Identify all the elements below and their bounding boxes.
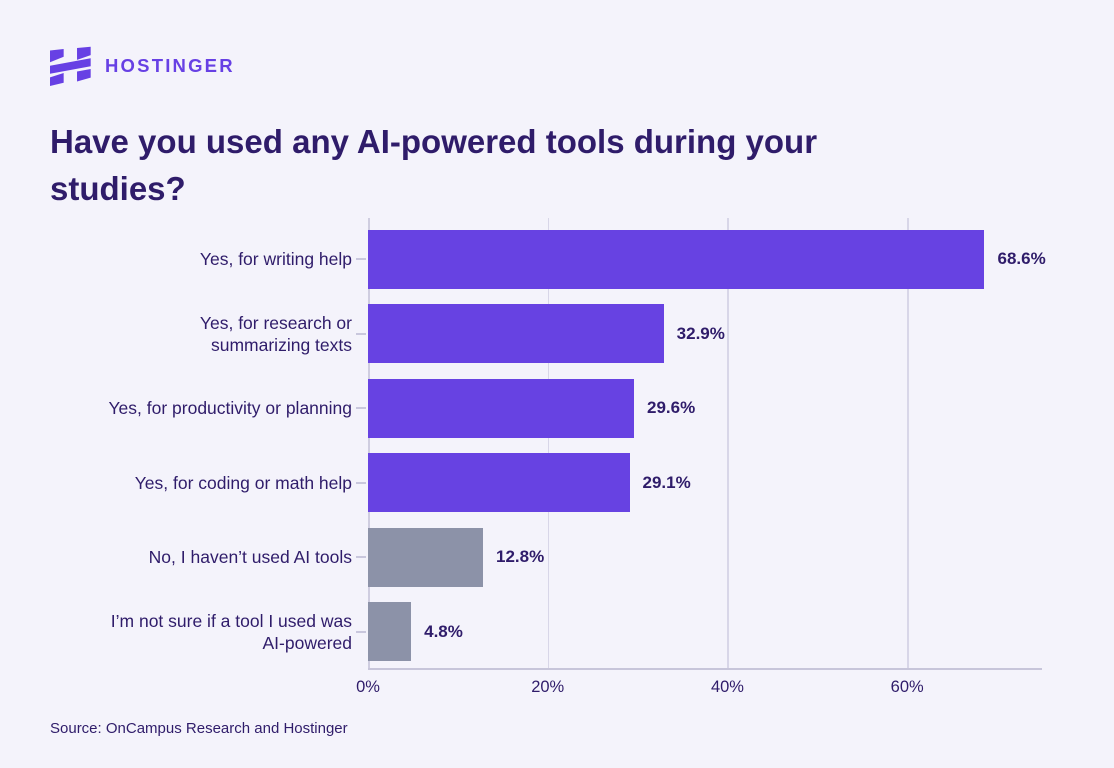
x-tick-label: 0% — [356, 678, 380, 696]
bar-row: 32.9% — [368, 297, 725, 372]
value-label: 4.8% — [424, 621, 463, 641]
gridline — [907, 218, 909, 668]
category-label-row: I’m not sure if a tool I used was AI-pow… — [38, 595, 352, 670]
category-label-row: Yes, for coding or math help — [38, 446, 352, 521]
x-tick-label: 20% — [531, 678, 565, 696]
bar — [368, 229, 985, 289]
hostinger-logo: HOSTINGER — [50, 46, 235, 86]
plot-area: 68.6% 32.9% 29.6% 29.1% 12.8% 4.8% — [368, 218, 1046, 670]
category-label-row: Yes, for productivity or planning — [38, 371, 352, 446]
category-label-row: Yes, for writing help — [38, 222, 352, 297]
value-label: 12.8% — [496, 547, 545, 567]
hostinger-h-icon — [50, 46, 91, 86]
category-label: Yes, for writing help — [199, 249, 352, 270]
bar-row: 68.6% — [368, 222, 1046, 297]
category-label-row: Yes, for research or summarizing texts — [38, 297, 352, 372]
gridline — [727, 218, 729, 668]
x-tick-label: 60% — [890, 678, 924, 696]
gridline — [547, 218, 550, 668]
category-label: No, I haven’t used AI tools — [148, 547, 352, 568]
category-label: Yes, for research or summarizing texts — [199, 312, 352, 355]
bar — [368, 304, 664, 364]
category-label: Yes, for coding or math help — [134, 472, 352, 493]
value-label: 29.6% — [647, 398, 696, 418]
value-label: 32.9% — [676, 323, 725, 343]
bar-row: 12.8% — [368, 520, 544, 595]
category-label-row: No, I haven’t used AI tools — [38, 520, 352, 595]
category-label: Yes, for productivity or planning — [108, 398, 352, 419]
bar — [368, 378, 634, 438]
x-tick-label: 40% — [710, 678, 744, 696]
bar — [368, 453, 630, 513]
bar — [368, 602, 412, 662]
category-label: I’m not sure if a tool I used was AI-pow… — [110, 610, 352, 653]
bar-row: 29.6% — [368, 371, 695, 446]
value-label: 68.6% — [997, 249, 1046, 269]
bar — [368, 527, 484, 587]
bar-row: 4.8% — [368, 595, 463, 670]
source-text: Source: OnCampus Research and Hostinger — [50, 720, 348, 737]
chart-title: Have you used any AI-powered tools durin… — [50, 123, 818, 208]
value-label: 29.1% — [642, 472, 691, 492]
gridline — [368, 218, 370, 668]
bar-row: 29.1% — [368, 446, 691, 521]
hostinger-wordmark: HOSTINGER — [105, 55, 235, 76]
